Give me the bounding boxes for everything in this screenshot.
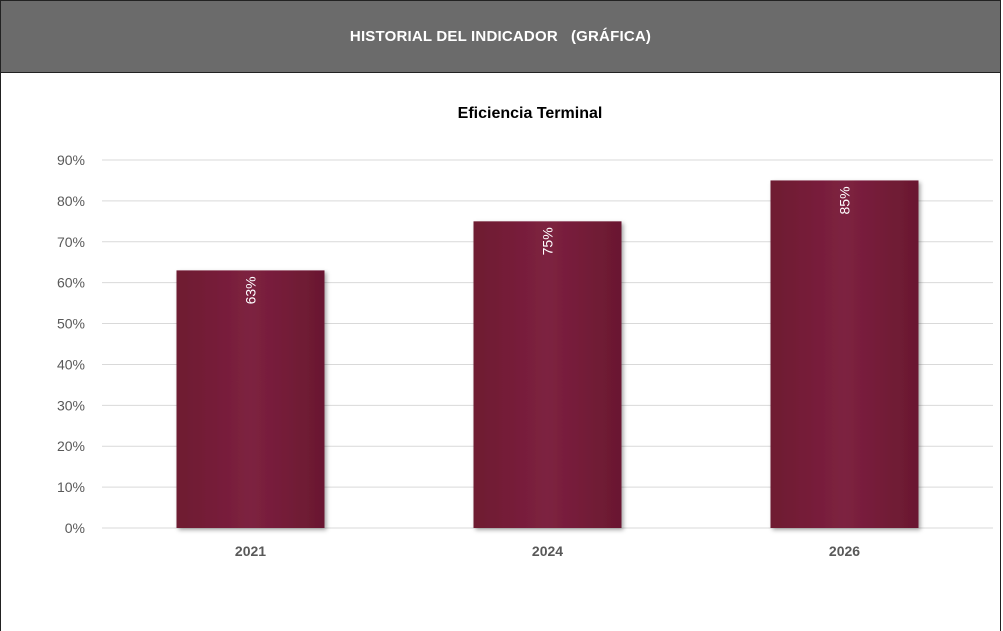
x-tick-label: 2024: [532, 543, 563, 559]
chart-title: Eficiencia Terminal: [458, 105, 603, 122]
bar-2024: [473, 221, 622, 529]
x-tick-label: 2021: [235, 543, 266, 559]
y-tick-label: 50%: [57, 316, 85, 332]
x-axis-ticks: 2021 2024 2026: [235, 543, 860, 559]
y-tick-label: 20%: [57, 438, 85, 454]
y-tick-label: 60%: [57, 275, 85, 291]
data-label-2026: 85%: [837, 186, 853, 214]
y-axis-ticks: 0% 10% 20% 30% 40% 50% 60% 70% 80% 90%: [57, 152, 85, 536]
y-tick-label: 10%: [57, 479, 85, 495]
y-tick-label: 0%: [65, 520, 85, 536]
bar-2021: [176, 270, 325, 528]
y-tick-label: 40%: [57, 356, 85, 372]
bars: 63% 75% 85%: [176, 180, 919, 529]
bar-2026: [770, 180, 919, 528]
header-bar: HISTORIAL DEL INDICADOR (GRÁFICA): [1, 1, 1000, 73]
y-tick-label: 30%: [57, 397, 85, 413]
y-tick-label: 90%: [57, 152, 85, 168]
y-tick-label: 70%: [57, 234, 85, 250]
data-label-2024: 75%: [540, 227, 556, 255]
y-tick-label: 80%: [57, 193, 85, 209]
bar-chart: Eficiencia Terminal 0% 10% 20% 30% 40% 50% 60%…: [57, 105, 993, 559]
header-title: HISTORIAL DEL INDICADOR (GRÁFICA): [349, 28, 652, 45]
data-label-2021: 63%: [243, 276, 259, 304]
x-tick-label: 2026: [829, 543, 860, 559]
